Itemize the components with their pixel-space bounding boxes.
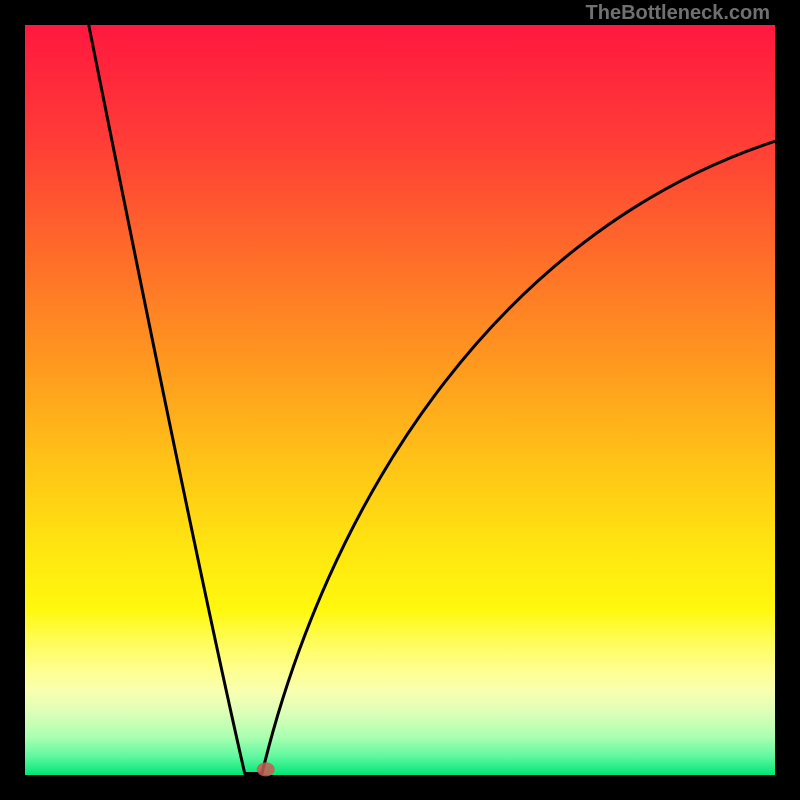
bottleneck-chart	[0, 0, 800, 800]
chart-container: TheBottleneck.com	[0, 0, 800, 800]
watermark-text: TheBottleneck.com	[586, 2, 770, 25]
gradient-background	[25, 25, 775, 775]
optimal-point-marker	[257, 762, 275, 776]
